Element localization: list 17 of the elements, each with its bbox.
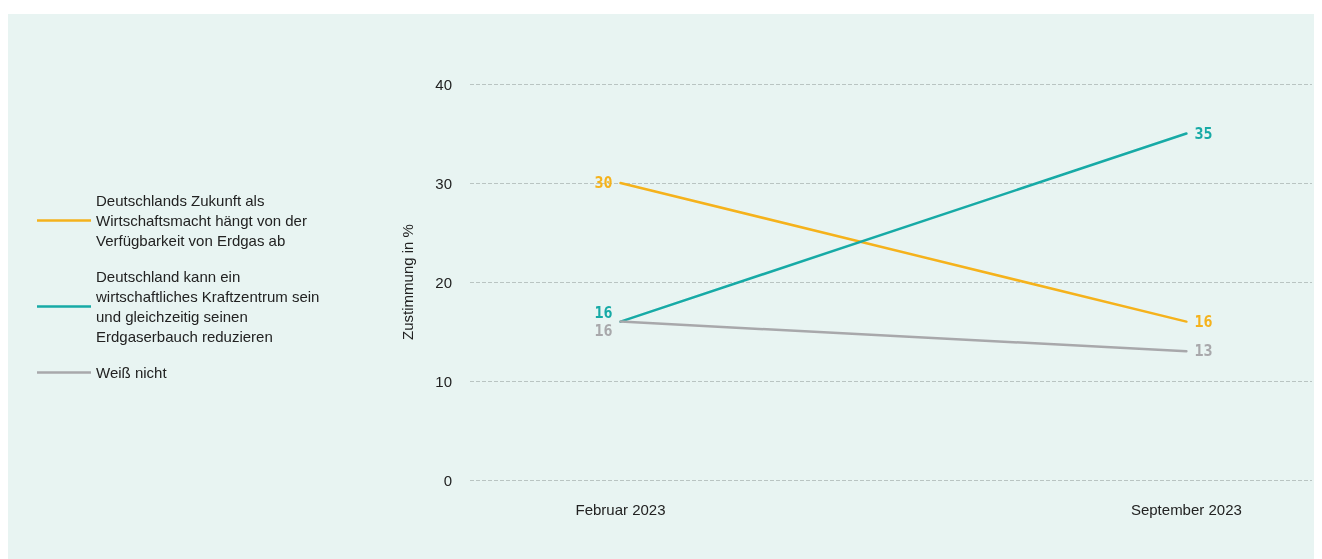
y-tick-label: 20 bbox=[435, 273, 452, 291]
data-label: 16 bbox=[594, 303, 613, 322]
y-tick-label: 40 bbox=[435, 75, 452, 93]
legend-label: Deutschlands Zukunft als Wirtschaftsmacht hängt von der Verfügbarkeit von Erdgas ab bbox=[96, 192, 312, 249]
y-tick-label: 10 bbox=[435, 372, 452, 390]
data-label: 16 bbox=[594, 321, 613, 340]
data-label: 30 bbox=[594, 174, 613, 192]
legend-label: Weiß nicht bbox=[96, 364, 168, 381]
x-tick-label: Februar 2023 bbox=[575, 501, 666, 518]
y-tick-label: 30 bbox=[435, 174, 452, 192]
y-tick-label: 0 bbox=[443, 471, 452, 489]
x-tick-label: September 2023 bbox=[1130, 501, 1242, 518]
data-label: 35 bbox=[1194, 124, 1213, 143]
data-label: 13 bbox=[1194, 342, 1213, 361]
y-axis-title: Zustimmung in % bbox=[399, 224, 416, 340]
data-label: 16 bbox=[1194, 312, 1213, 331]
legend-label: Deutschland kann ein wirtschaftliches Kraftzentrum sein und gleichzeitig seinen Erdgaserbauch reduzieren bbox=[95, 268, 324, 345]
